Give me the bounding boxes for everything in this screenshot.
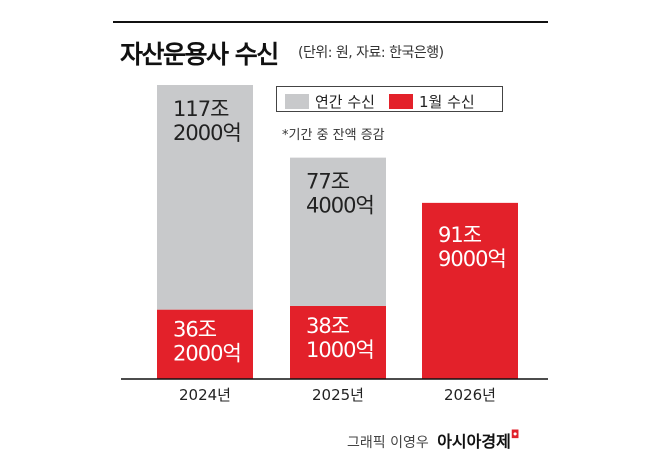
data-label-january-2024년-line: 2000억 (173, 342, 241, 366)
data-label-annual-2024년-line: 2000억 (173, 121, 241, 145)
bar-january-2024년 (157, 309, 253, 379)
credit-text: 그래픽 이영우 (347, 435, 429, 451)
bar-january-2026년 (422, 202, 518, 379)
data-label-annual-2025년-line: 77조 (306, 170, 350, 194)
credit: 그래픽 이영우 아시아경제◘ (347, 428, 520, 452)
bar-january-2025년 (290, 305, 386, 379)
data-label-january-2025년: 38조 1000억 (306, 314, 374, 362)
data-label-annual-2024년: 117조 2000억 (173, 97, 241, 145)
legend-swatch-january (389, 94, 413, 109)
data-label-annual-2025년-line: 4000억 (306, 194, 374, 218)
legend: 연간 수신 1월 수신 (276, 86, 503, 112)
data-label-january-2026년-line: 9000억 (438, 247, 506, 271)
data-label-january-2024년: 36조 2000억 (173, 318, 241, 366)
x-tick-label-2026년: 2026년 (444, 386, 496, 404)
data-label-january-2025년-line: 1000억 (306, 338, 374, 362)
brand-logo: 아시아경제 (437, 432, 511, 451)
data-label-january-2026년: 91조 9000억 (438, 223, 506, 271)
data-label-january-2025년-line: 38조 (306, 314, 350, 338)
x-tick-label-2024년: 2024년 (179, 386, 231, 404)
bar-annual-2025년 (290, 157, 386, 306)
legend-item-january: 1월 수신 (389, 91, 475, 112)
chart-title: 자산운용사 수신 (120, 40, 279, 69)
bar-annual-2024년 (157, 85, 253, 310)
legend-swatch-annual (285, 94, 309, 109)
brand-mark-icon: ◘ (510, 428, 520, 441)
legend-item-annual: 연간 수신 (285, 91, 375, 112)
data-label-january-2026년-line: 91조 (438, 223, 482, 247)
x-tick-label-2025년: 2025년 (312, 386, 364, 404)
legend-label-annual: 연간 수신 (315, 93, 375, 111)
legend-label-january: 1월 수신 (419, 93, 475, 111)
data-label-annual-2025년: 77조 4000억 (306, 170, 374, 218)
top-rule (113, 21, 548, 23)
data-label-january-2024년-line: 36조 (173, 318, 217, 342)
chart-subtitle: (단위: 원, 자료: 한국은행) (298, 45, 444, 61)
data-label-annual-2024년-line: 117조 (173, 97, 229, 121)
chart-note: *기간 중 잔액 증감 (282, 128, 385, 143)
